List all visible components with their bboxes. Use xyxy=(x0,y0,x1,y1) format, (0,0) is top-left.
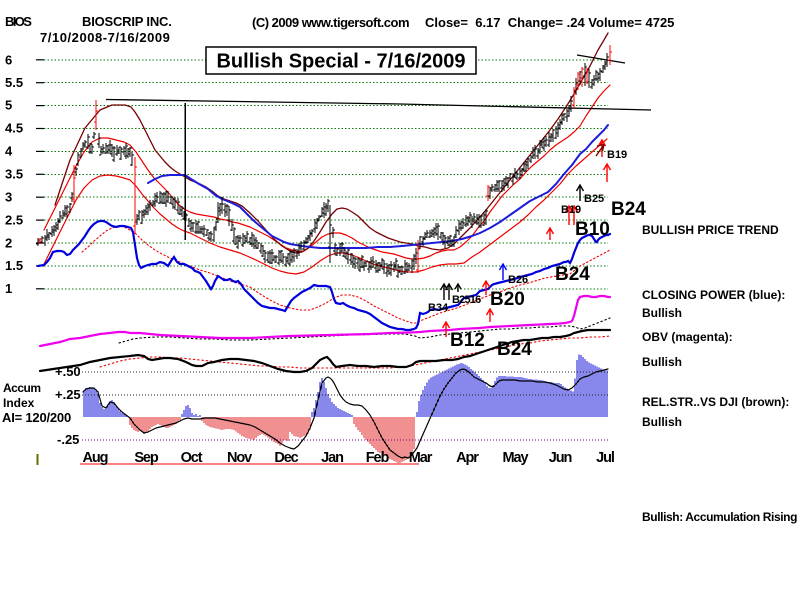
svg-text:CLOSING POWER (blue):: CLOSING POWER (blue): xyxy=(642,288,785,302)
svg-text:-.25: -.25 xyxy=(57,432,79,447)
svg-text:B26: B26 xyxy=(508,274,528,286)
svg-text:BULLISH PRICE TREND: BULLISH PRICE TREND xyxy=(642,223,779,237)
svg-text:Jul: Jul xyxy=(596,450,614,466)
svg-text:B2516: B2516 xyxy=(452,294,481,306)
svg-text:Nov: Nov xyxy=(227,450,252,466)
svg-text:4.5: 4.5 xyxy=(5,121,23,136)
svg-text:2.5: 2.5 xyxy=(5,213,23,228)
svg-text:B25: B25 xyxy=(584,193,604,205)
svg-text:B34: B34 xyxy=(428,302,449,314)
svg-text:Sep: Sep xyxy=(134,450,159,466)
svg-text:5: 5 xyxy=(5,98,12,113)
svg-text:Bullish: Bullish xyxy=(642,355,682,369)
svg-text:1.5: 1.5 xyxy=(5,258,23,273)
svg-text:Bullish: Bullish xyxy=(642,306,682,320)
svg-text:5.5: 5.5 xyxy=(5,75,23,90)
svg-text:B12: B12 xyxy=(450,330,485,351)
svg-text:(C) 2009 www.tigersoft.com: (C) 2009 www.tigersoft.com xyxy=(252,15,409,30)
svg-text:Aug: Aug xyxy=(83,450,108,466)
svg-text:REL.STR..VS DJI (brown):: REL.STR..VS DJI (brown): xyxy=(642,395,789,409)
svg-text:Jun: Jun xyxy=(549,450,572,466)
svg-text:Bullish Special - 7/16/2009: Bullish Special - 7/16/2009 xyxy=(216,51,465,73)
svg-text:B20: B20 xyxy=(490,289,525,310)
svg-text:OBV (magenta):: OBV (magenta): xyxy=(642,330,733,344)
svg-text:1: 1 xyxy=(5,281,12,296)
svg-text:Jan: Jan xyxy=(321,450,343,466)
svg-text:Dec: Dec xyxy=(274,450,298,466)
svg-text:B19: B19 xyxy=(561,204,581,216)
svg-text:BIOS: BIOS xyxy=(5,14,32,29)
svg-text:6: 6 xyxy=(5,53,12,68)
svg-text:Mar: Mar xyxy=(409,450,433,466)
svg-text:B19: B19 xyxy=(607,149,627,161)
svg-text:Close= 6.17 Change= .24 Volu: Close= 6.17 Change= .24 Volume= 4725 xyxy=(425,15,674,30)
svg-text:B24: B24 xyxy=(611,199,646,220)
svg-text:7/10/2008-7/16/2009: 7/10/2008-7/16/2009 xyxy=(40,30,170,45)
svg-text:Feb: Feb xyxy=(366,450,390,466)
svg-text:Bullish: Accumulation Rising: Bullish: Accumulation Rising xyxy=(642,510,797,524)
svg-text:B24: B24 xyxy=(497,339,532,360)
svg-text:+.25: +.25 xyxy=(55,387,81,402)
svg-text:B10: B10 xyxy=(575,219,610,240)
svg-text:Accum: Accum xyxy=(3,381,41,395)
svg-text:Apr: Apr xyxy=(456,450,479,466)
svg-text:B24: B24 xyxy=(555,264,590,285)
svg-text:3.5: 3.5 xyxy=(5,167,23,182)
svg-text:Index: Index xyxy=(3,396,35,410)
svg-text:3: 3 xyxy=(5,190,12,205)
svg-text:BIOSCRIP INC.: BIOSCRIP INC. xyxy=(82,14,172,29)
svg-text:AI= 120/200: AI= 120/200 xyxy=(2,410,71,425)
svg-text:Oct: Oct xyxy=(181,450,203,466)
svg-text:2: 2 xyxy=(5,236,12,251)
svg-text:+.50: +.50 xyxy=(55,364,81,379)
svg-text:May: May xyxy=(503,450,529,466)
svg-text:Bullish: Bullish xyxy=(642,415,682,429)
svg-text:4: 4 xyxy=(5,144,13,159)
